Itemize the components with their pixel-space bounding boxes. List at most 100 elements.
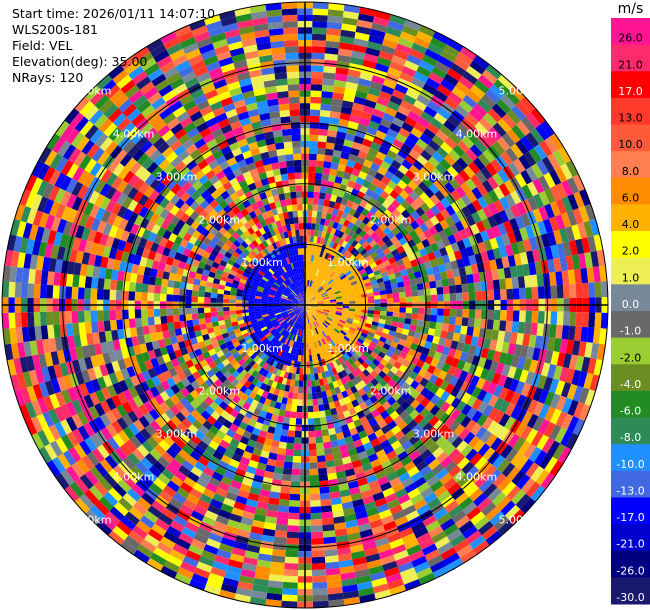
velocity-gate [149, 482, 163, 496]
velocity-gate [174, 572, 192, 585]
velocity-gate [531, 222, 541, 237]
velocity-gate [105, 172, 118, 187]
velocity-gate [456, 341, 465, 352]
velocity-gate [62, 374, 73, 390]
velocity-gate [326, 21, 343, 30]
velocity-gate [446, 331, 454, 341]
velocity-gate [401, 65, 417, 78]
velocity-gate [83, 201, 95, 216]
velocity-gate [306, 317, 309, 324]
velocity-gate [302, 330, 305, 337]
velocity-gate [319, 486, 330, 494]
velocity-gate [525, 371, 535, 386]
velocity-gate [411, 77, 426, 89]
velocity-gate [114, 249, 124, 261]
velocity-gate [65, 128, 80, 145]
velocity-gate [281, 321, 287, 327]
velocity-gate [568, 354, 579, 370]
velocity-gate [90, 242, 100, 255]
velocity-gate [357, 477, 369, 487]
velocity-gate [317, 307, 324, 310]
velocity-gate [71, 359, 82, 374]
velocity-gate [359, 401, 368, 411]
velocity-gate [184, 206, 195, 217]
velocity-gate [475, 170, 488, 184]
velocity-gate [423, 470, 436, 482]
velocity-gate [352, 498, 365, 508]
velocity-gate [328, 401, 336, 410]
velocity-gate [262, 444, 272, 453]
velocity-gate [194, 272, 203, 280]
velocity-gate [450, 212, 461, 224]
velocity-gate [159, 401, 170, 413]
velocity-gate [408, 164, 420, 176]
velocity-gate [322, 311, 329, 315]
velocity-gate [560, 163, 573, 180]
velocity-gate [65, 416, 78, 432]
velocity-gate [369, 81, 383, 91]
velocity-gate [353, 465, 364, 475]
velocity-gate [314, 283, 320, 290]
velocity-gate [309, 274, 313, 281]
velocity-gate [327, 291, 335, 296]
velocity-gate [154, 193, 165, 205]
velocity-gate [343, 249, 351, 257]
velocity-gate [346, 350, 353, 358]
velocity-gate [499, 400, 511, 414]
velocity-gate [224, 571, 241, 582]
velocity-gate [538, 190, 550, 206]
velocity-gate [337, 323, 344, 329]
velocity-gate [128, 211, 139, 224]
velocity-gate [286, 332, 292, 340]
velocity-gate [361, 309, 368, 314]
velocity-gate [210, 311, 218, 318]
velocity-gate [344, 360, 352, 368]
velocity-gate [284, 289, 290, 295]
velocity-gate [211, 261, 220, 269]
velocity-gate [319, 116, 330, 124]
velocity-gate [406, 544, 422, 556]
velocity-gate [378, 285, 386, 292]
velocity-gate [487, 176, 499, 190]
velocity-gate [129, 435, 142, 449]
velocity-gate [456, 258, 465, 269]
velocity-gate [244, 283, 252, 289]
velocity-gate [410, 389, 421, 400]
velocity-gate [119, 443, 133, 457]
velocity-gate [387, 578, 404, 590]
velocity-gate [530, 465, 545, 482]
velocity-gate [413, 526, 429, 539]
velocity-gate [197, 233, 207, 243]
velocity-gate [169, 520, 185, 533]
velocity-gate [356, 277, 364, 284]
velocity-gate [458, 370, 469, 382]
velocity-gate [321, 313, 328, 317]
velocity-gate [176, 487, 190, 499]
velocity-gate [83, 422, 96, 437]
velocity-gate [427, 100, 441, 113]
velocity-gate [16, 220, 27, 238]
velocity-gate [276, 333, 282, 341]
velocity-gate [268, 312, 275, 316]
velocity-gate [174, 470, 187, 482]
velocity-gate [357, 255, 366, 263]
velocity-gate [299, 323, 302, 330]
velocity-gate [575, 283, 583, 298]
velocity-gate [327, 586, 343, 595]
velocity-gate [405, 224, 415, 234]
velocity-gate [550, 244, 560, 259]
velocity-gate [312, 575, 327, 583]
velocity-gate [420, 397, 431, 408]
velocity-gate [410, 220, 420, 230]
velocity-gate [295, 418, 302, 425]
velocity-gate [365, 188, 375, 198]
velocity-gate [129, 327, 138, 338]
velocity-gate [248, 309, 255, 313]
velocity-gate [273, 466, 284, 474]
velocity-gate [412, 265, 420, 273]
velocity-gate [578, 387, 590, 404]
velocity-gate [292, 303, 299, 305]
velocity-gate [154, 316, 162, 325]
velocity-gate [380, 44, 396, 56]
velocity-gate [324, 555, 339, 563]
